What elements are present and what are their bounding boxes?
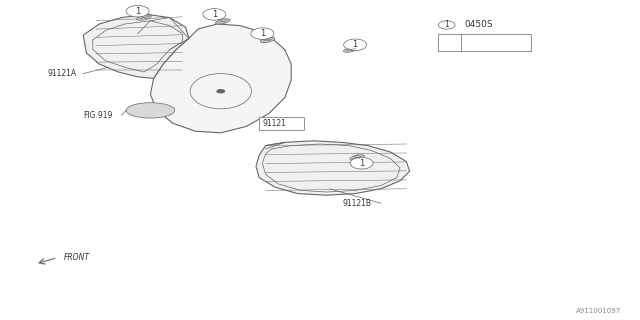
- Text: 91121: 91121: [262, 119, 286, 128]
- Circle shape: [126, 5, 149, 17]
- Text: FIG.919: FIG.919: [83, 111, 113, 120]
- Circle shape: [344, 39, 367, 51]
- Circle shape: [438, 21, 455, 29]
- Text: 91121A: 91121A: [48, 69, 77, 78]
- Circle shape: [251, 28, 274, 39]
- Text: FRONT: FRONT: [64, 253, 90, 262]
- Text: 1: 1: [135, 7, 140, 16]
- Circle shape: [216, 89, 225, 93]
- Polygon shape: [150, 24, 291, 133]
- Ellipse shape: [344, 47, 358, 52]
- Text: A911001097: A911001097: [575, 308, 621, 314]
- Circle shape: [203, 9, 226, 20]
- Ellipse shape: [350, 155, 364, 160]
- Text: 1: 1: [359, 159, 364, 168]
- Ellipse shape: [126, 103, 175, 118]
- Ellipse shape: [216, 19, 230, 24]
- Ellipse shape: [137, 15, 151, 20]
- Polygon shape: [83, 14, 189, 78]
- Bar: [438, 34, 531, 51]
- Text: 1: 1: [444, 20, 449, 29]
- Polygon shape: [256, 141, 410, 195]
- Text: 1: 1: [353, 40, 358, 49]
- Circle shape: [350, 157, 373, 169]
- Bar: [259, 117, 304, 130]
- Ellipse shape: [260, 37, 275, 43]
- Text: 1: 1: [260, 29, 265, 38]
- Text: 1: 1: [212, 10, 217, 19]
- Text: 91121B: 91121B: [342, 199, 371, 208]
- Text: 0450S: 0450S: [464, 20, 493, 29]
